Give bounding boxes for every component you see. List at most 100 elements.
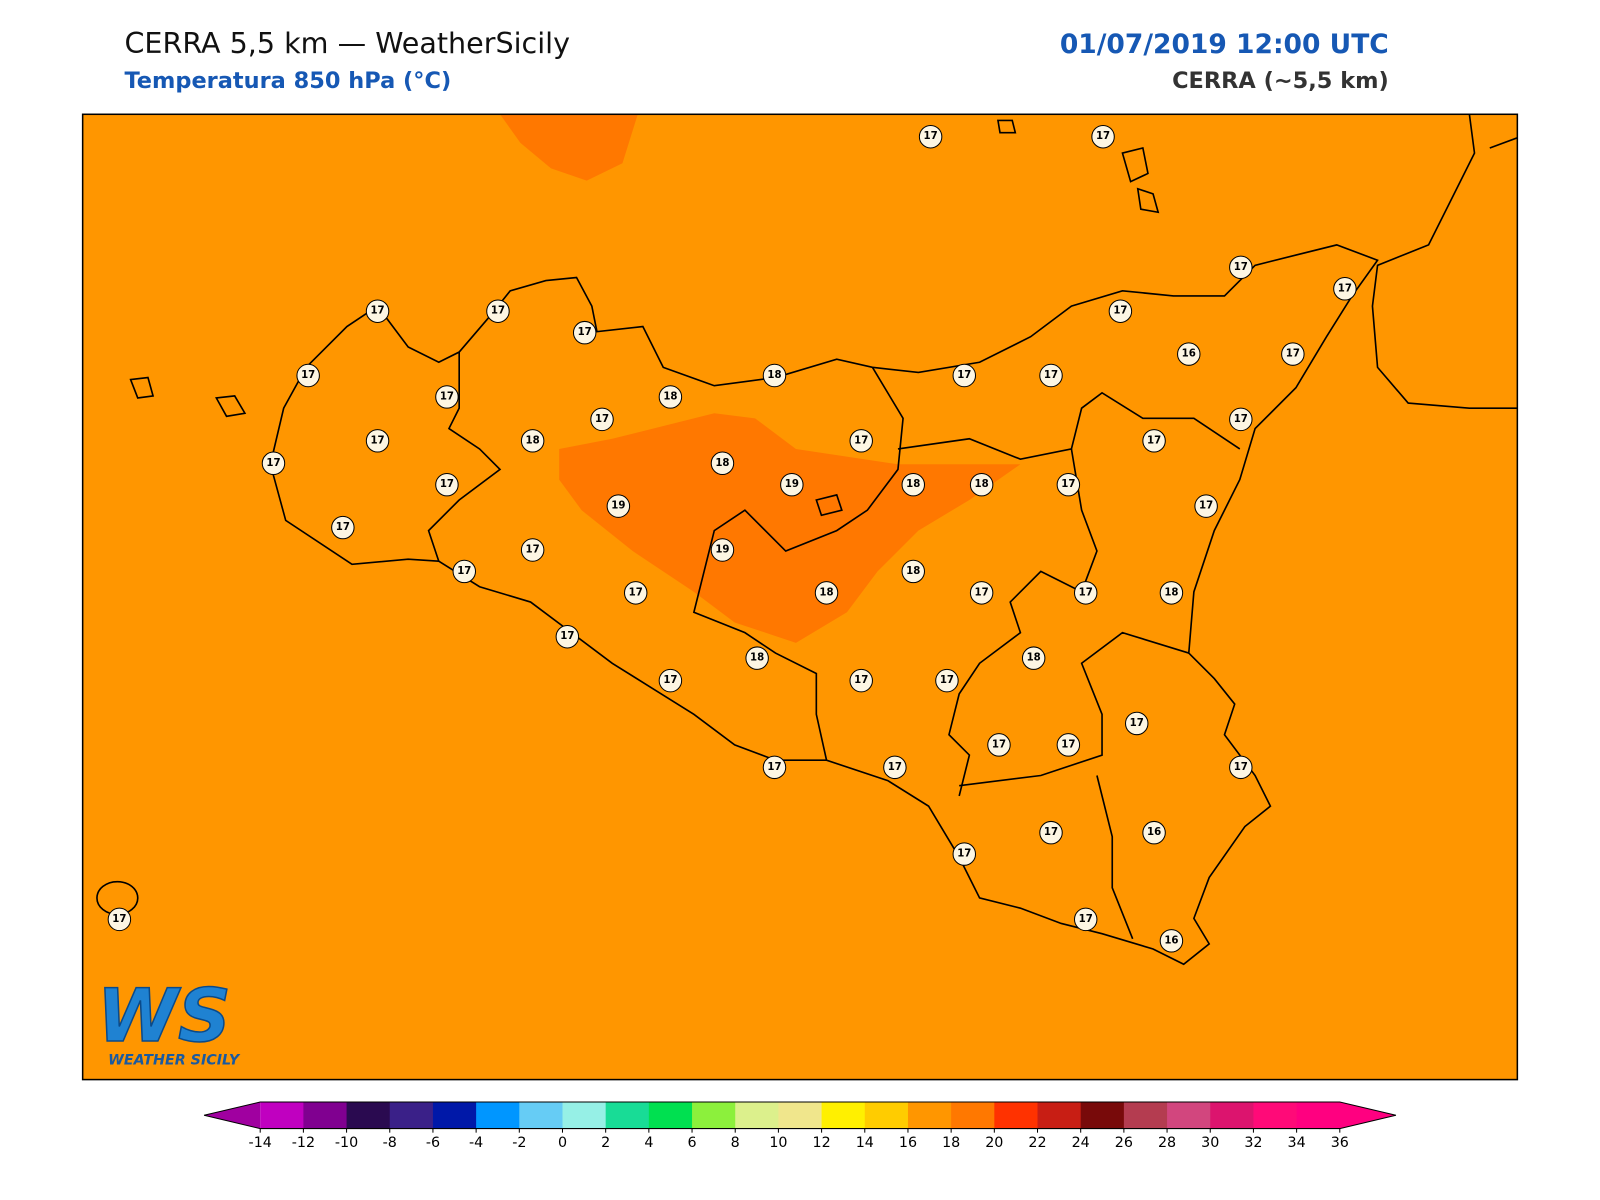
station-value: 19 xyxy=(611,501,625,512)
calabria-coast xyxy=(1489,136,1518,149)
colorbar-tick-label: 28 xyxy=(1158,1135,1176,1151)
station: 17 xyxy=(452,559,477,584)
station: 17 xyxy=(1142,429,1166,453)
colorbar-tick-label: -14 xyxy=(249,1135,272,1151)
station-marker xyxy=(520,429,545,453)
colorbar-tick-label: -2 xyxy=(512,1135,526,1151)
colorbar-tick-label: 22 xyxy=(1028,1135,1046,1151)
station-marker xyxy=(1125,711,1149,736)
station-value: 17 xyxy=(578,327,592,338)
station-marker xyxy=(296,363,320,388)
colorbar-segment xyxy=(994,1102,1039,1129)
station: 18 xyxy=(745,646,769,670)
station-value: 17 xyxy=(370,306,384,317)
colorbar-tick-label: 14 xyxy=(856,1135,874,1151)
colorbar-tick-label: 8 xyxy=(731,1135,740,1151)
colorbar-tick-label: 18 xyxy=(942,1135,960,1151)
colorbar-tick-label: 12 xyxy=(813,1135,831,1151)
station-value: 18 xyxy=(975,479,989,490)
station: 17 xyxy=(918,125,943,149)
station-marker xyxy=(1159,929,1184,953)
station-marker xyxy=(1073,907,1098,932)
station-marker xyxy=(486,299,510,323)
colorbar-tick-label: -10 xyxy=(335,1135,358,1151)
station-value: 17 xyxy=(491,306,505,317)
station: 17 xyxy=(520,538,545,562)
station-value: 17 xyxy=(440,391,454,402)
station-value: 17 xyxy=(1147,435,1161,446)
colorbar-segment xyxy=(432,1102,477,1129)
station: 17 xyxy=(261,451,286,475)
station-marker xyxy=(883,755,907,780)
coastlines xyxy=(96,114,1518,966)
station-marker xyxy=(918,125,943,149)
station-marker xyxy=(745,646,769,670)
station-value: 18 xyxy=(906,566,920,577)
station: 17 xyxy=(1229,755,1253,780)
station: 17 xyxy=(1229,255,1253,280)
station-marker xyxy=(606,494,631,518)
station: 17 xyxy=(623,581,648,605)
station: 17 xyxy=(952,363,977,388)
station: 16 xyxy=(1177,342,1201,366)
station: 17 xyxy=(590,407,614,432)
station-marker xyxy=(520,538,545,562)
station-marker xyxy=(762,363,787,388)
warm-area xyxy=(559,413,1021,643)
province-border xyxy=(1096,775,1134,940)
station-value: 17 xyxy=(1234,262,1248,273)
station-marker xyxy=(1021,646,1046,670)
subtitle: Temperatura 850 hPa (°C) xyxy=(124,68,451,94)
station-value: 17 xyxy=(440,479,454,490)
station-marker xyxy=(555,625,580,649)
colorbar-segment xyxy=(476,1102,520,1129)
colorbar-segment xyxy=(1123,1102,1168,1129)
station: 17 xyxy=(435,472,459,497)
station: 17 xyxy=(486,299,510,323)
colorbar-segment xyxy=(389,1102,434,1129)
station-marker xyxy=(365,429,390,453)
logo: WS WEATHER SICILY xyxy=(96,973,241,1068)
colorbar-segment xyxy=(1037,1102,1082,1129)
station-value: 18 xyxy=(750,653,764,664)
station-marker xyxy=(331,515,355,540)
station: 17 xyxy=(1194,494,1218,518)
station-value: 17 xyxy=(1044,827,1058,838)
island xyxy=(1121,146,1149,183)
station-value: 17 xyxy=(663,675,677,686)
station-value: 18 xyxy=(767,370,781,381)
station: 17 xyxy=(1281,342,1305,366)
colorbar-segment xyxy=(778,1102,823,1129)
station-value: 17 xyxy=(629,587,643,598)
station-marker xyxy=(1159,581,1184,605)
station: 17 xyxy=(969,581,994,605)
station-marker xyxy=(780,472,804,497)
station: 18 xyxy=(901,559,925,584)
colorbar-segment xyxy=(821,1102,866,1129)
station-marker xyxy=(814,581,839,605)
station-marker xyxy=(107,907,132,932)
station-value: 18 xyxy=(906,479,920,490)
colorbar-segment xyxy=(1210,1102,1254,1129)
station: 18 xyxy=(520,429,545,453)
stations: 17 17 17 17 17 17 17 17 17 18 17 17 16 17 17 18 17 17 17 18… xyxy=(107,125,1357,953)
station-value: 18 xyxy=(1164,587,1178,598)
station: 18 xyxy=(1021,646,1046,670)
station-marker xyxy=(435,385,459,409)
station-marker xyxy=(1333,277,1357,301)
colorbar-tick-label: 0 xyxy=(558,1135,567,1151)
colorbar-segment xyxy=(907,1102,952,1129)
station-value: 19 xyxy=(715,545,729,556)
colorbar-segment xyxy=(648,1102,693,1129)
station-value: 17 xyxy=(992,739,1006,750)
colorbar-tick-label: -6 xyxy=(426,1135,440,1151)
station: 18 xyxy=(710,451,735,475)
colorbar-segment xyxy=(1167,1102,1211,1129)
station-value: 17 xyxy=(266,458,280,469)
colorbar-tick-label: 24 xyxy=(1072,1135,1090,1151)
province-border xyxy=(692,366,904,761)
warm-area xyxy=(500,114,638,181)
station-value: 16 xyxy=(1182,349,1196,360)
station-marker xyxy=(849,429,873,453)
station: 17 xyxy=(1125,711,1149,736)
